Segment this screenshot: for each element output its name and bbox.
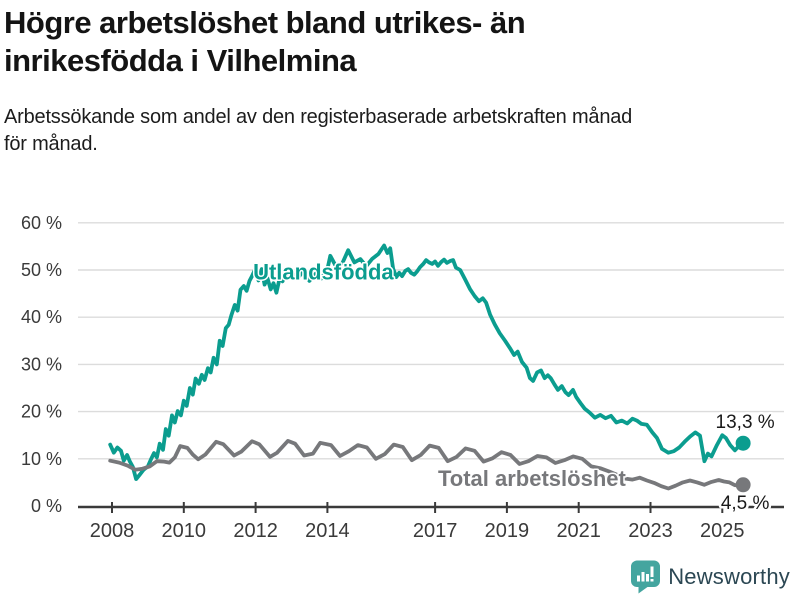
y-axis-label-50: 50 %	[21, 260, 62, 280]
series-line-utlandsfodda	[108, 243, 745, 482]
x-axis-label-2025: 2025	[700, 520, 745, 542]
y-axis-label-20: 20 %	[21, 402, 62, 422]
footer-brand[interactable]: Newsworthy	[630, 560, 790, 594]
series-endpoint-dot-utlandsfodda	[735, 435, 751, 451]
y-axis-label-60: 60 %	[21, 213, 62, 233]
y-axis-label-0: 0 %	[31, 496, 62, 516]
x-axis-label-2010: 2010	[162, 520, 207, 542]
page-title: Högre arbetslöshet bland utrikes- än inr…	[4, 5, 526, 78]
y-axis-label-40: 40 %	[21, 307, 62, 327]
series-label-total-arbetsloshet: Total arbetslöshet	[438, 466, 627, 491]
x-axis-label-2021: 2021	[556, 520, 601, 542]
y-axis-label-10: 10 %	[21, 449, 62, 469]
x-axis-label-2019: 2019	[485, 520, 530, 542]
x-axis-label-2017: 2017	[413, 520, 458, 542]
series-endpoint-dot-total-arbetsloshet	[735, 477, 751, 493]
series-end-value-total-arbetsloshet: 4,5 %	[721, 493, 770, 514]
page-subtitle: Arbetssökande som andel av den registerb…	[4, 105, 633, 155]
series-end-value-utlandsfodda: 13,3 %	[716, 412, 775, 433]
series-label-utlandsfodda: Utlandsfödda	[253, 259, 394, 284]
x-axis-label-2012: 2012	[233, 520, 278, 542]
newsworthy-logo-icon	[631, 560, 661, 594]
chart-header: Högre arbetslöshet bland utrikes- än inr…	[4, 4, 784, 158]
x-axis-label-2014: 2014	[305, 520, 350, 542]
x-axis-label-2008: 2008	[90, 520, 135, 542]
x-axis-label-2023: 2023	[628, 520, 673, 542]
footer-brand-text: Newsworthy	[668, 564, 790, 589]
y-axis-label-30: 30 %	[21, 354, 62, 374]
series-line-total-arbetsloshet	[108, 438, 745, 491]
